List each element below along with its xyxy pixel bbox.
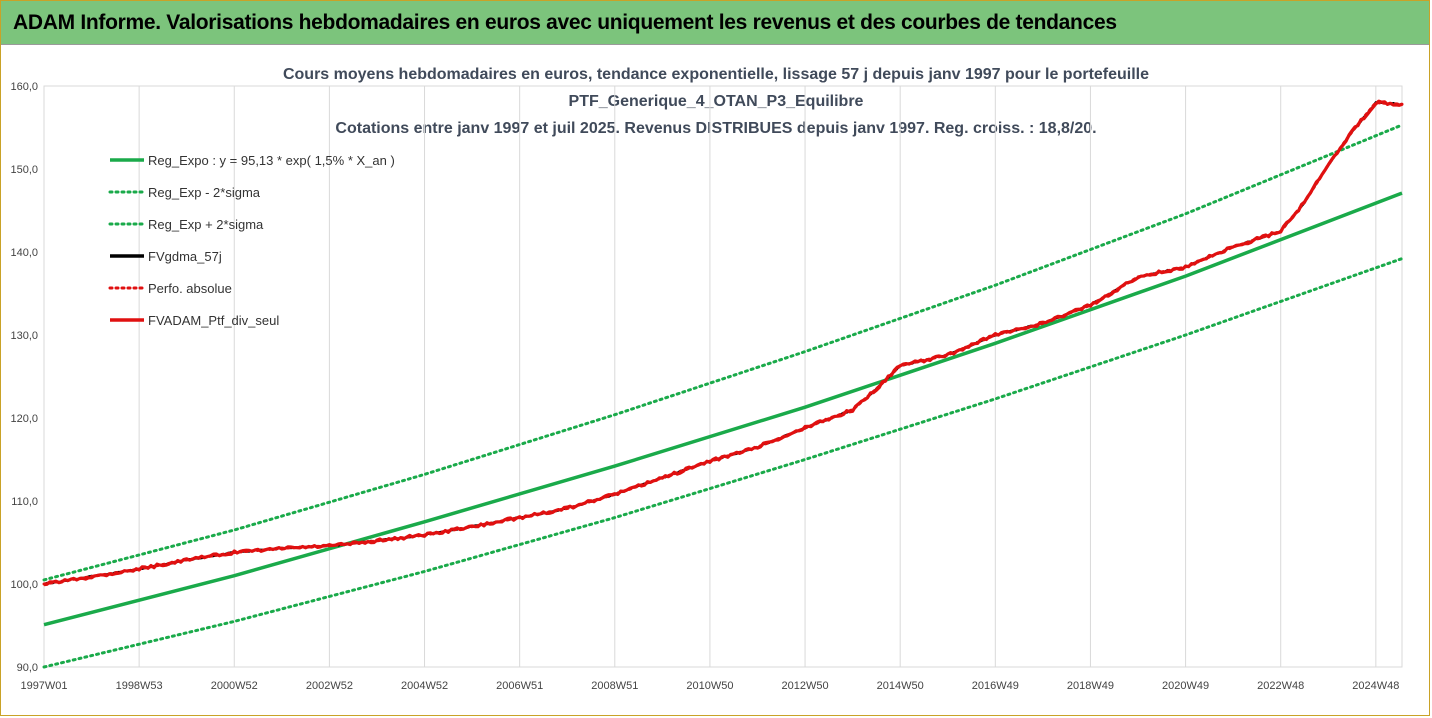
x-tick-label: 2004W52	[401, 680, 448, 692]
x-tick-label: 2008W51	[591, 680, 638, 692]
series-line-4	[42, 101, 1404, 586]
x-tick-label: 2006W51	[496, 680, 543, 692]
x-tick-label: 2022W48	[1257, 680, 1304, 692]
x-tick-label: 1997W01	[20, 680, 67, 692]
series-line-5	[43, 99, 1403, 587]
x-tick-label: 2016W49	[972, 680, 1019, 692]
legend-label: Reg_Exp - 2*sigma	[148, 185, 261, 200]
header-title: ADAM Informe. Valorisations hebdomadaire…	[13, 11, 1117, 34]
legend-label: FVgdma_57j	[148, 249, 222, 264]
series-line-1	[42, 257, 1404, 669]
y-tick-label: 130,0	[10, 330, 38, 342]
y-tick-label: 100,0	[10, 579, 38, 591]
y-tick-label: 120,0	[10, 413, 38, 425]
plot-area	[43, 85, 1403, 668]
x-tick-label: 2012W50	[782, 680, 829, 692]
x-tick-label: 2020W49	[1162, 680, 1209, 692]
x-tick-label: 2024W48	[1352, 680, 1399, 692]
legend-label: Perfo. absolue	[148, 281, 232, 296]
legend-label: Reg_Expo : y = 95,13 * exp( 1,5% * X_an …	[148, 153, 395, 168]
x-tick-label: 2010W50	[686, 680, 733, 692]
chart-title-line-3: Cotations entre janv 1997 et juil 2025. …	[335, 120, 1097, 137]
y-tick-label: 90,0	[17, 662, 38, 674]
legend-label: Reg_Exp + 2*sigma	[148, 217, 264, 232]
y-tick-label: 140,0	[10, 247, 38, 259]
legend-label: FVADAM_Ptf_div_seul	[148, 313, 279, 328]
y-tick-label: 110,0	[11, 496, 38, 508]
chart-title-line-2: PTF_Generique_4_OTAN_P3_Equilibre	[568, 93, 864, 110]
chart-title-line-1: Cours moyens hebdomadaires en euros, ten…	[282, 66, 1150, 83]
x-tick-label: 1998W53	[116, 680, 163, 692]
series-line-0	[43, 191, 1403, 627]
x-tick-label: 2014W50	[877, 680, 924, 692]
x-tick-label: 2002W52	[306, 680, 353, 692]
header-bar: ADAM Informe. Valorisations hebdomadaire…	[1, 1, 1429, 45]
y-tick-label: 150,0	[10, 164, 38, 176]
series-line-2	[42, 123, 1404, 582]
x-tick-label: 2018W49	[1067, 680, 1114, 692]
x-tick-label: 2000W52	[211, 680, 258, 692]
series-line-3	[43, 101, 1403, 586]
y-tick-label: 160,0	[10, 81, 38, 93]
